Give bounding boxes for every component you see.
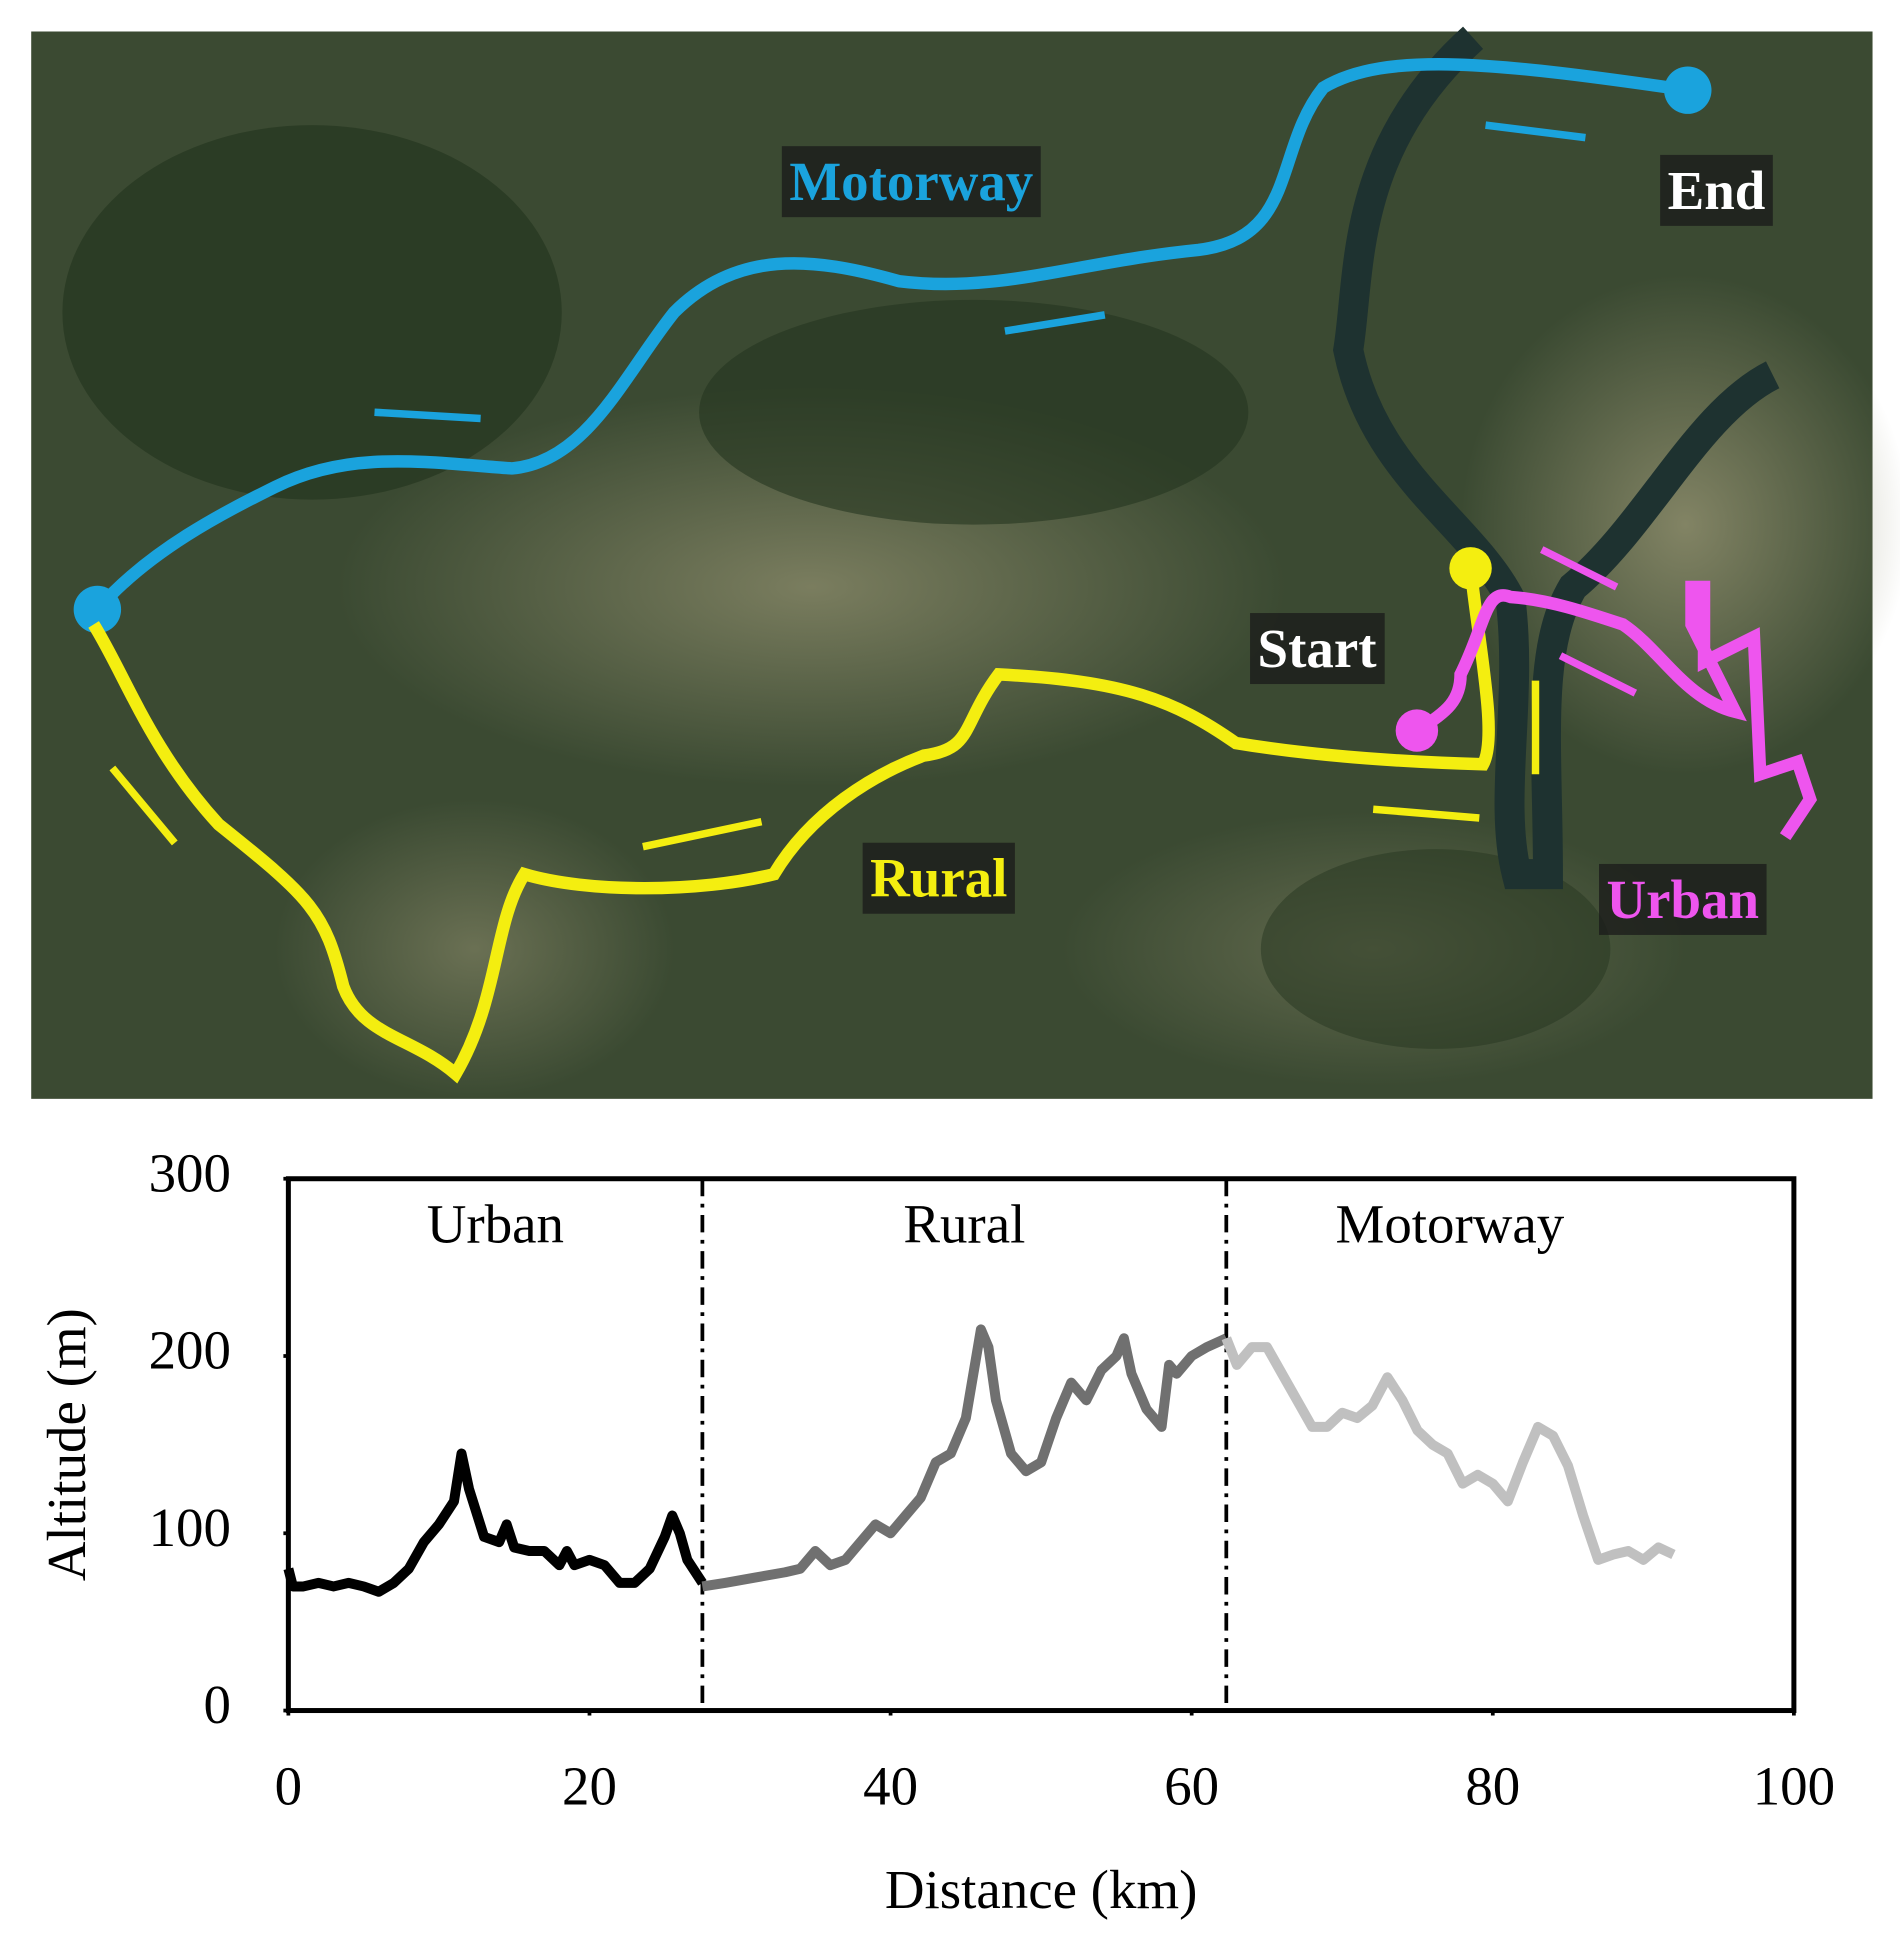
- chart: 0 100 200 300 0 20 40 60 80 100 Distance (km) Altit…: [36, 1142, 1835, 1920]
- section-label: Motorway: [1336, 1194, 1565, 1255]
- map-label-bg: [1599, 863, 1767, 935]
- y-tick-label: 200: [149, 1320, 231, 1381]
- y-axis-title: Altitude (m): [36, 1308, 97, 1581]
- y-tick-label: 100: [149, 1497, 231, 1558]
- map-label-bg: [781, 146, 1041, 218]
- map-label: Rural: [870, 848, 1007, 909]
- map-label-bg: [1250, 613, 1385, 685]
- altitude-line: [701, 1324, 1229, 1592]
- x-tick-label: 40: [863, 1755, 918, 1816]
- x-tick-label: 100: [1753, 1755, 1835, 1816]
- x-tick-label: 80: [1465, 1755, 1520, 1816]
- y-tick-label: 300: [149, 1142, 231, 1203]
- x-tick-label: 0: [275, 1755, 302, 1816]
- altitude-line: [1221, 1336, 1676, 1565]
- y-tick-label: 0: [203, 1674, 230, 1735]
- map-label-bg: [862, 842, 1015, 914]
- section-label: Rural: [903, 1194, 1025, 1255]
- x-tick-label: 20: [562, 1755, 617, 1816]
- map-label: Motorway: [789, 151, 1033, 212]
- x-tick-label: 60: [1164, 1755, 1219, 1816]
- altitude-line: [283, 1448, 707, 1597]
- plot-frame: [285, 1176, 1797, 1714]
- x-axis-title: Distance (km): [885, 1859, 1198, 1920]
- map-label: Urban: [1607, 869, 1760, 930]
- map-label-bg: [1660, 154, 1773, 226]
- map-label: Start: [1258, 618, 1378, 679]
- map-label: End: [1668, 160, 1766, 221]
- section-label: Urban: [427, 1194, 564, 1255]
